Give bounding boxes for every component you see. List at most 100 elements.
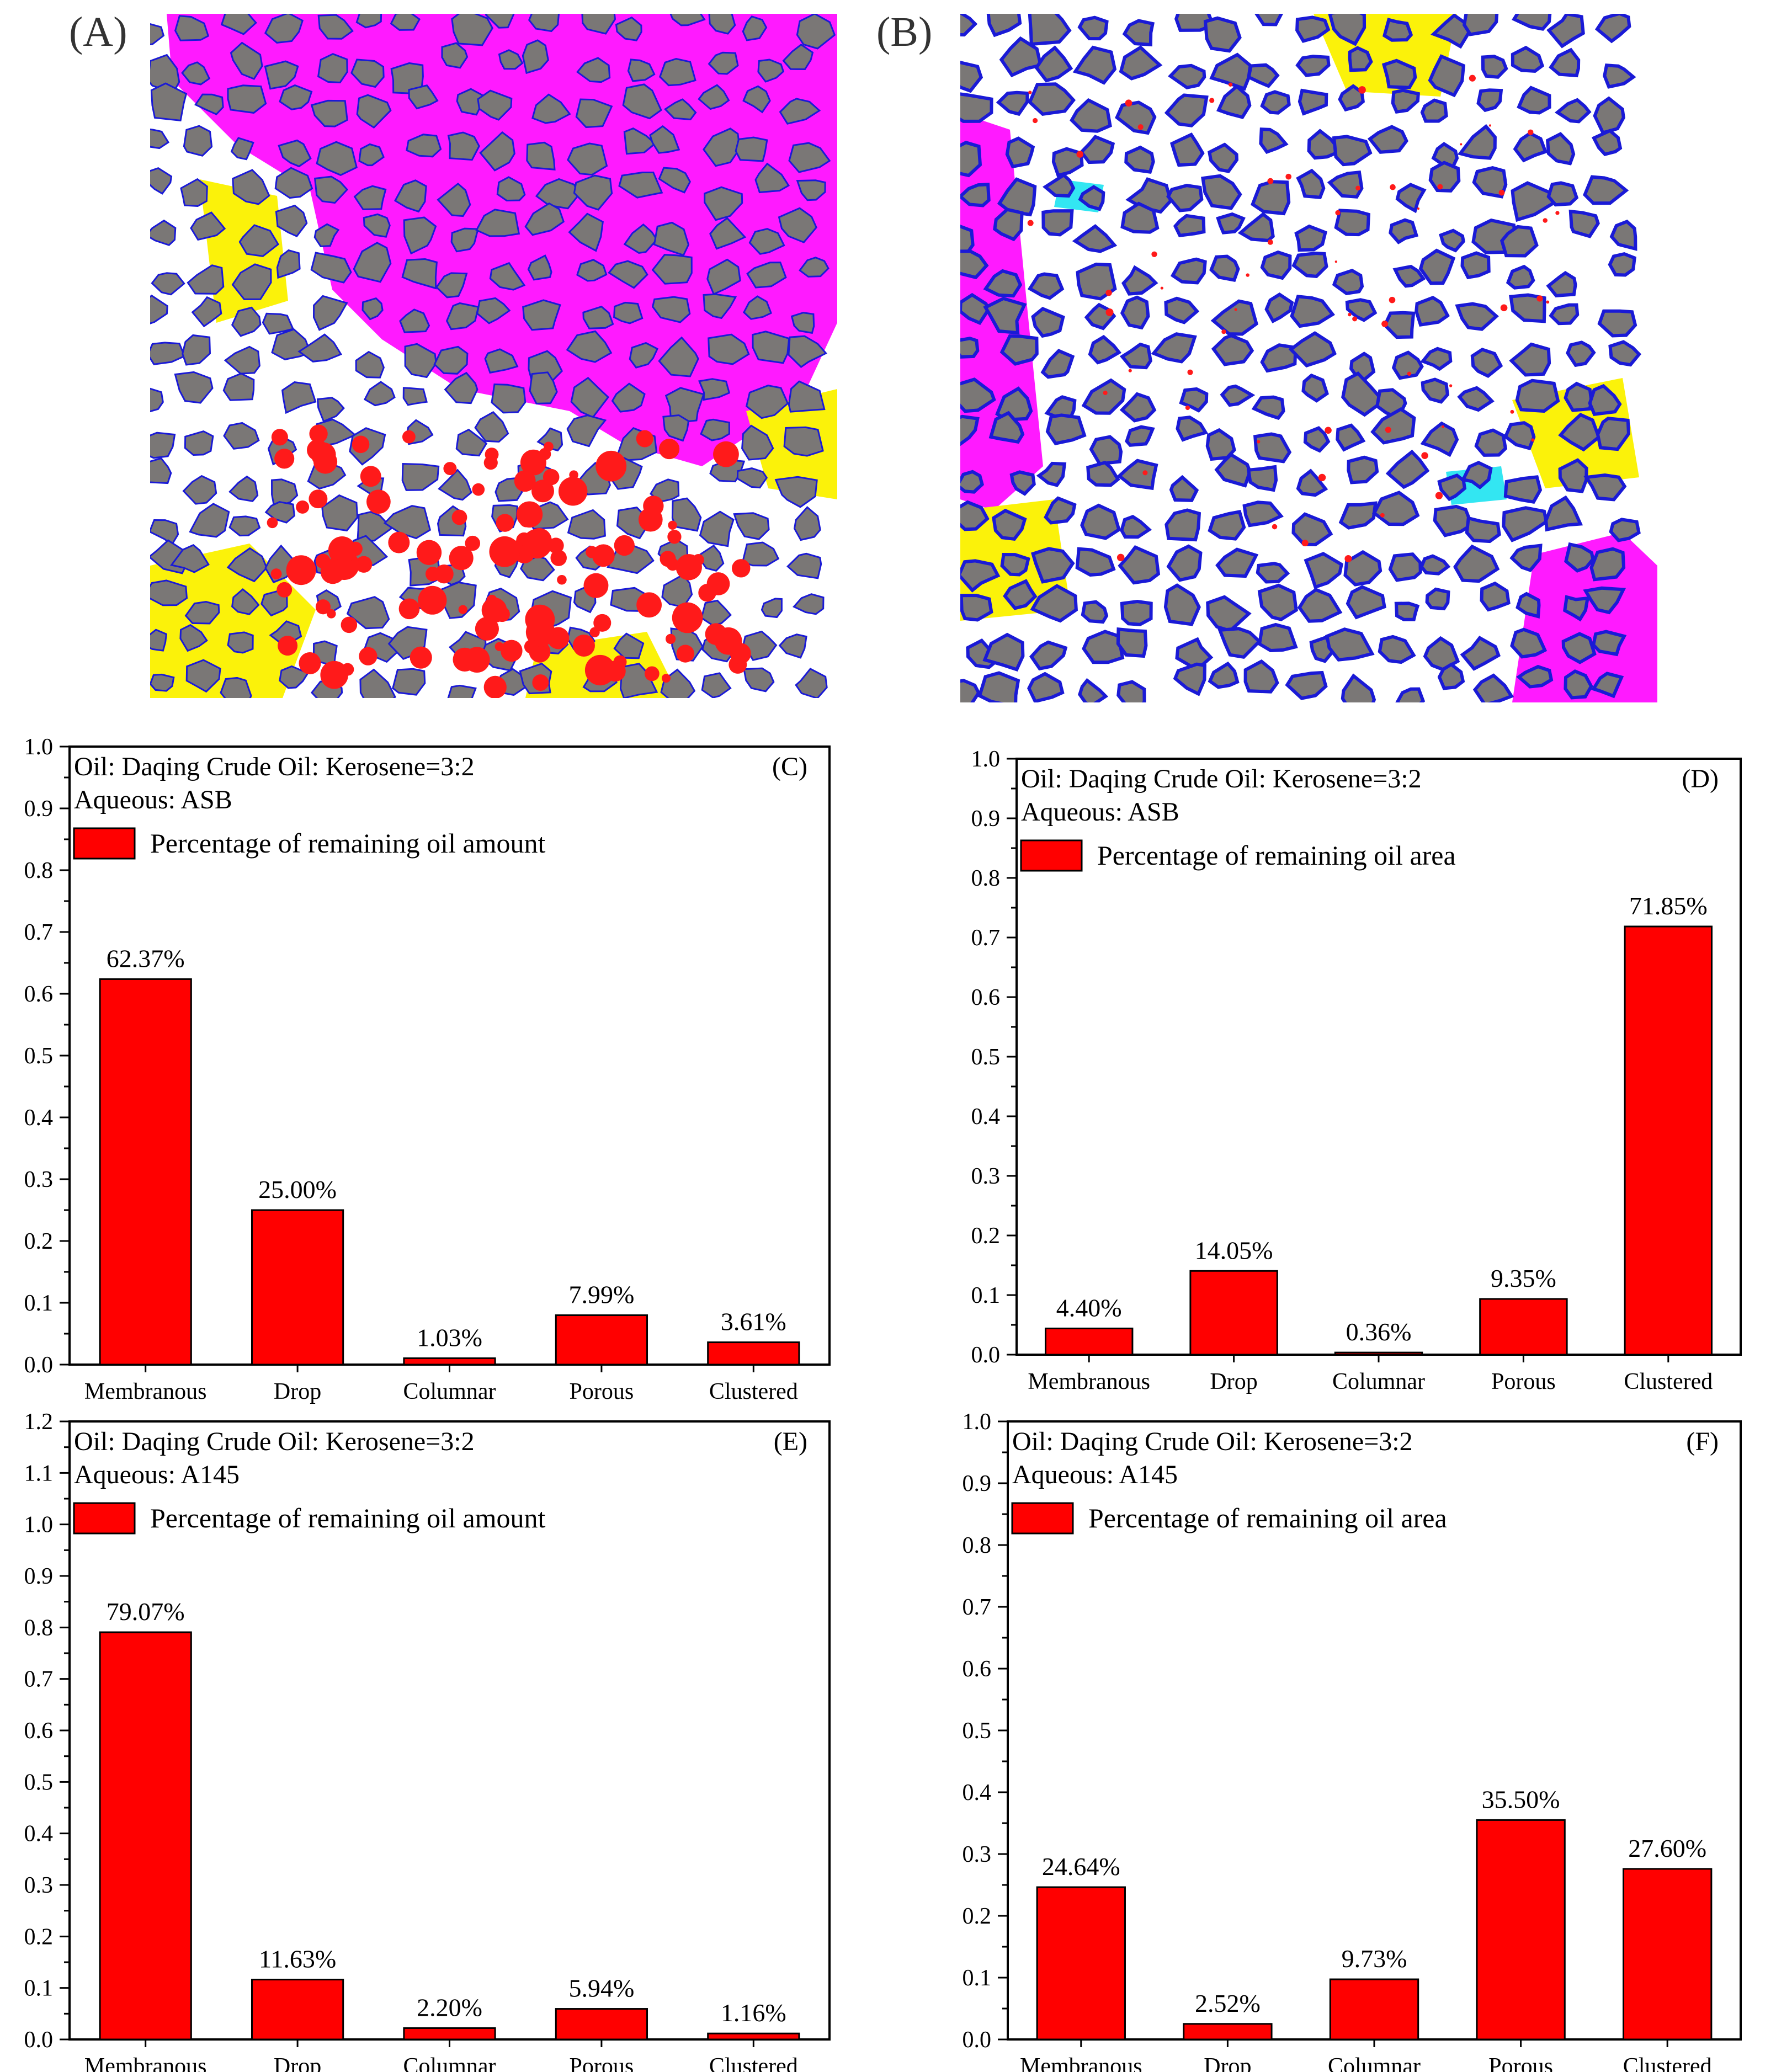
oil-drop xyxy=(309,424,328,443)
rock-grain xyxy=(353,242,392,283)
rock-grain xyxy=(1040,349,1075,379)
rock-grain xyxy=(227,631,254,654)
oil-drop xyxy=(270,568,282,579)
oil-drop xyxy=(328,536,356,564)
rock-grain xyxy=(1370,407,1416,445)
oil-drop xyxy=(388,531,410,553)
rock-grain xyxy=(1455,302,1499,331)
rock-grain xyxy=(671,497,702,532)
rock-grain xyxy=(364,381,396,407)
rock-grain xyxy=(346,596,390,630)
oil-drop xyxy=(418,585,447,615)
y-tick-label: 0.7 xyxy=(24,1667,54,1692)
oil-drop xyxy=(309,489,328,509)
x-tick-label: Membranous xyxy=(84,1379,207,1404)
oil-drop xyxy=(315,599,331,615)
rock-grain xyxy=(774,476,818,508)
rock-grain xyxy=(1078,185,1105,211)
rock-grain xyxy=(230,137,254,161)
bar xyxy=(403,1357,496,1366)
rock-grains xyxy=(960,14,1642,702)
bar xyxy=(1189,1270,1278,1356)
y-tick-label: 0.1 xyxy=(971,1283,1001,1308)
rock-grain xyxy=(1295,55,1331,77)
rock-grain xyxy=(982,632,1025,672)
rock-grain xyxy=(1328,14,1366,46)
rock-grain xyxy=(1042,173,1076,198)
rock-grain xyxy=(999,334,1039,366)
rock-grain xyxy=(611,382,646,413)
rock-grain xyxy=(736,467,768,489)
rock-grain xyxy=(1205,428,1236,461)
oil-drop xyxy=(1389,296,1396,303)
oil-drop xyxy=(516,501,543,528)
rock-grain xyxy=(699,510,735,547)
rock-grain xyxy=(1348,46,1373,72)
rock-grain xyxy=(608,260,648,289)
y-tick-label: 0.2 xyxy=(24,1924,54,1950)
rock-grain xyxy=(1122,19,1155,47)
rock-grain xyxy=(524,202,565,236)
rock-grain xyxy=(786,552,822,579)
x-tick-label: Porous xyxy=(1491,1369,1556,1394)
chart-f: 0.0 0.1 0.2 0.3 0.4 0.5 0.6 0.7 0.8 0.9 1.0 24.64% M… xyxy=(963,1409,1742,2072)
rock-grain xyxy=(1120,514,1152,539)
rock-grain xyxy=(444,371,478,404)
rock-grain xyxy=(700,418,730,441)
oil-drop xyxy=(1221,329,1226,334)
data-label: 79.07% xyxy=(107,1597,185,1626)
chart-c: 0.0 0.1 0.2 0.3 0.4 0.5 0.6 0.7 0.8 0.9 1.0 62.37% M… xyxy=(24,734,831,1404)
rock-grain xyxy=(1070,98,1112,133)
rock-grain xyxy=(778,207,817,243)
rock-grain xyxy=(796,179,826,201)
oil-drop xyxy=(1435,492,1443,499)
rock-grain xyxy=(566,330,613,363)
rock-grain xyxy=(358,143,385,167)
rock-grain xyxy=(745,385,789,419)
x-tick-label: Porous xyxy=(570,2054,634,2072)
rock-grain xyxy=(456,88,483,116)
bar xyxy=(1476,1819,1566,2041)
data-label: 25.00% xyxy=(258,1175,337,1203)
rock-grain xyxy=(1568,209,1600,238)
rock-grain xyxy=(613,301,644,324)
data-label: 4.40% xyxy=(1056,1293,1122,1322)
rock-grain xyxy=(1257,622,1298,653)
rock-grain xyxy=(1558,458,1588,493)
rock-grain xyxy=(187,264,225,295)
rock-grain xyxy=(1453,544,1500,583)
oil-drop xyxy=(636,592,662,618)
rock-grain xyxy=(1124,145,1155,174)
oil-drop xyxy=(532,674,549,691)
rock-grain xyxy=(1295,15,1331,43)
rock-grain xyxy=(960,61,983,93)
rock-grain xyxy=(960,377,996,413)
rock-grain xyxy=(782,44,814,71)
rock-grain xyxy=(435,272,468,299)
data-label: 71.85% xyxy=(1629,892,1708,920)
rock-grain xyxy=(1346,585,1386,620)
rock-grain xyxy=(1209,52,1252,91)
rock-grain xyxy=(1433,504,1474,537)
oil-drop xyxy=(593,614,612,632)
rock-grain xyxy=(742,630,778,661)
oil-drop xyxy=(1246,273,1249,277)
oil-drop xyxy=(592,544,615,567)
rock-grain xyxy=(1297,588,1343,623)
rock-grain xyxy=(359,668,396,698)
rock-grain xyxy=(1367,125,1408,154)
rock-grain xyxy=(1166,184,1204,212)
rock-grain xyxy=(1164,296,1200,324)
rock-grain xyxy=(576,259,608,282)
y-tick-label: 0.3 xyxy=(963,1842,992,1867)
rock-grain xyxy=(361,297,384,321)
oil-drop xyxy=(661,674,671,683)
x-tick-label: Porous xyxy=(1488,2054,1553,2072)
rock-grain xyxy=(1251,180,1291,216)
oil-drop xyxy=(659,439,680,460)
oil-drop xyxy=(274,449,295,469)
rock-grain xyxy=(1216,84,1252,119)
rock-grain xyxy=(1382,311,1416,339)
rock-grain xyxy=(1027,672,1065,702)
